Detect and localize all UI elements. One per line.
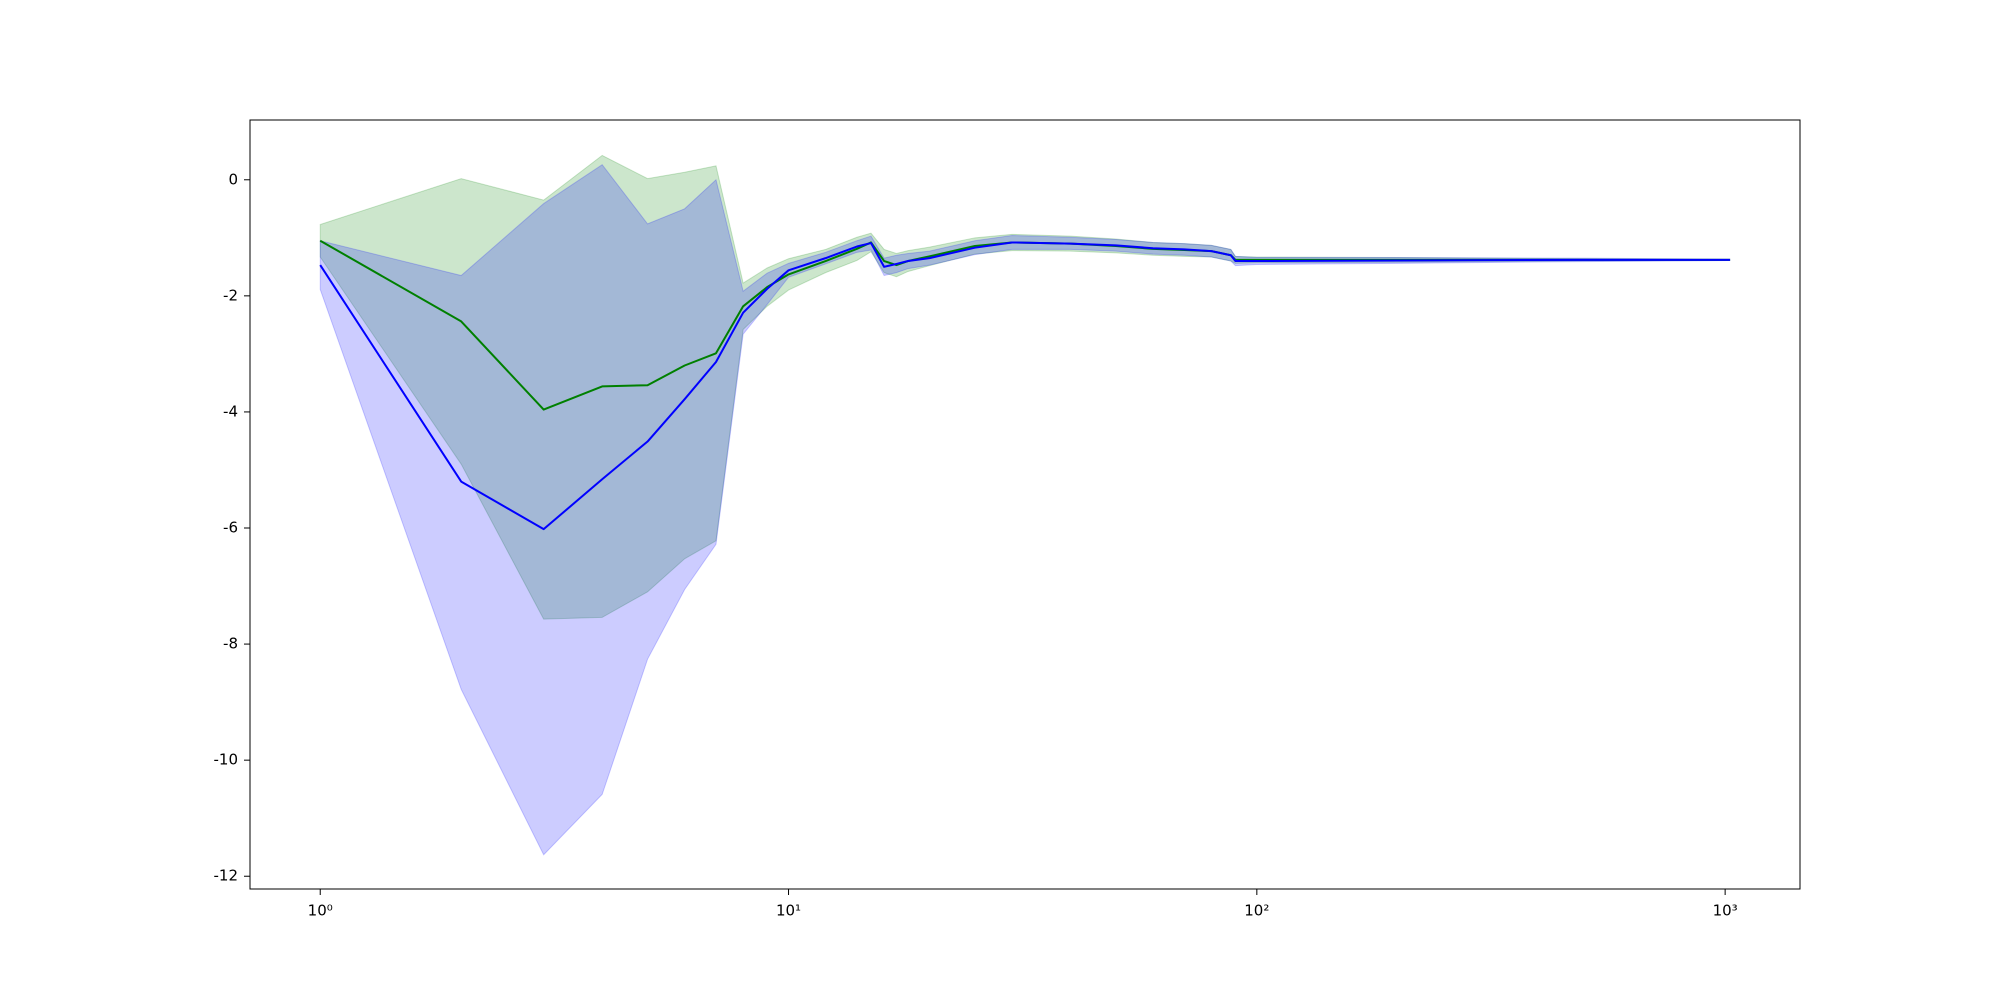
y-tick-label: -8 [223,635,238,653]
y-tick-label: -4 [223,402,238,420]
y-tick-label: -12 [214,867,239,885]
band [319,154,1731,620]
y-tick-label: -6 [223,519,238,537]
x-tick-label: 10⁰ [308,902,333,920]
line [319,241,1730,531]
x-tick-label: 10¹ [776,902,801,920]
band [319,164,1731,856]
x-tick-label: 10² [1244,902,1269,920]
y-tick-label: -2 [223,286,238,304]
axes-frame [249,119,1801,890]
y-tick-label: -10 [214,751,239,769]
x-tick-label: 10³ [1713,902,1738,920]
y-tick-label: 0 [228,170,238,188]
